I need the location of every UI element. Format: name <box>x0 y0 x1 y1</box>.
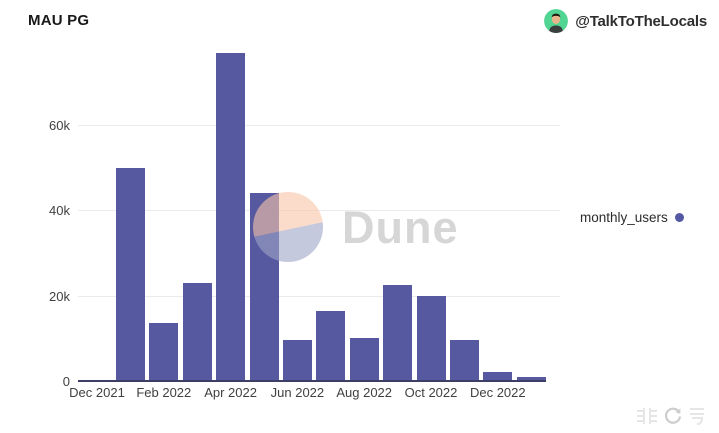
x-axis-label-dec-2021: Dec 2021 <box>69 385 125 400</box>
x-axis-label-aug-2022: Aug 2022 <box>336 385 393 400</box>
bar-oct-2022[interactable] <box>416 295 446 381</box>
bar-aug-2022[interactable] <box>349 338 379 381</box>
bar-feb-2022[interactable] <box>149 323 179 381</box>
bar-apr-2022[interactable] <box>216 52 246 381</box>
x-axis-baseline <box>78 380 546 382</box>
bar-jul-2022[interactable] <box>316 310 346 381</box>
x-axis-label-feb-2022: Feb 2022 <box>136 385 192 400</box>
legend-dot <box>674 213 684 222</box>
chart-title: MAU PG <box>28 12 90 29</box>
bar-jun-2022[interactable] <box>282 340 312 381</box>
gridline-20000 <box>78 295 560 297</box>
x-axis-label-apr-2022: Apr 2022 <box>204 385 257 400</box>
hao-character-glyph <box>690 408 704 425</box>
avatar <box>544 9 569 33</box>
y-axis-label-20k: 20k <box>49 288 70 304</box>
feixiaohao-watermark <box>636 406 706 426</box>
avatar-photo <box>544 9 569 33</box>
bar-nov-2022[interactable] <box>449 340 479 381</box>
dune-logo-watermark <box>253 192 323 262</box>
x-axis-label-jun-2022: Jun 2022 <box>270 385 325 400</box>
y-axis-label-60k: 60k <box>49 118 70 134</box>
account-handle: @TalkToTheLocals <box>575 12 707 30</box>
gridline-60000 <box>78 125 560 127</box>
bar-sep-2022[interactable] <box>383 285 413 381</box>
legend-label: monthly_users <box>580 210 668 225</box>
bar-dec-2022[interactable] <box>483 372 513 381</box>
circular-arrows-icon <box>664 407 682 424</box>
x-axis-label-oct-2022: Oct 2022 <box>404 385 458 400</box>
y-axis-label-40k: 40k <box>49 203 70 219</box>
y-axis-label-0: 0 <box>62 374 70 389</box>
bar-jan-2022[interactable] <box>115 167 145 381</box>
x-axis-label-dec-2022: Dec 2022 <box>469 385 526 400</box>
fei-character-glyph <box>637 408 657 424</box>
legend-item-monthly-users[interactable]: monthly_users <box>580 210 684 225</box>
bar-jan-2023[interactable] <box>516 376 546 381</box>
bar-mar-2022[interactable] <box>182 282 212 381</box>
dune-wordmark: Dune <box>342 202 459 253</box>
account-badge[interactable]: @TalkToTheLocals <box>544 9 707 33</box>
